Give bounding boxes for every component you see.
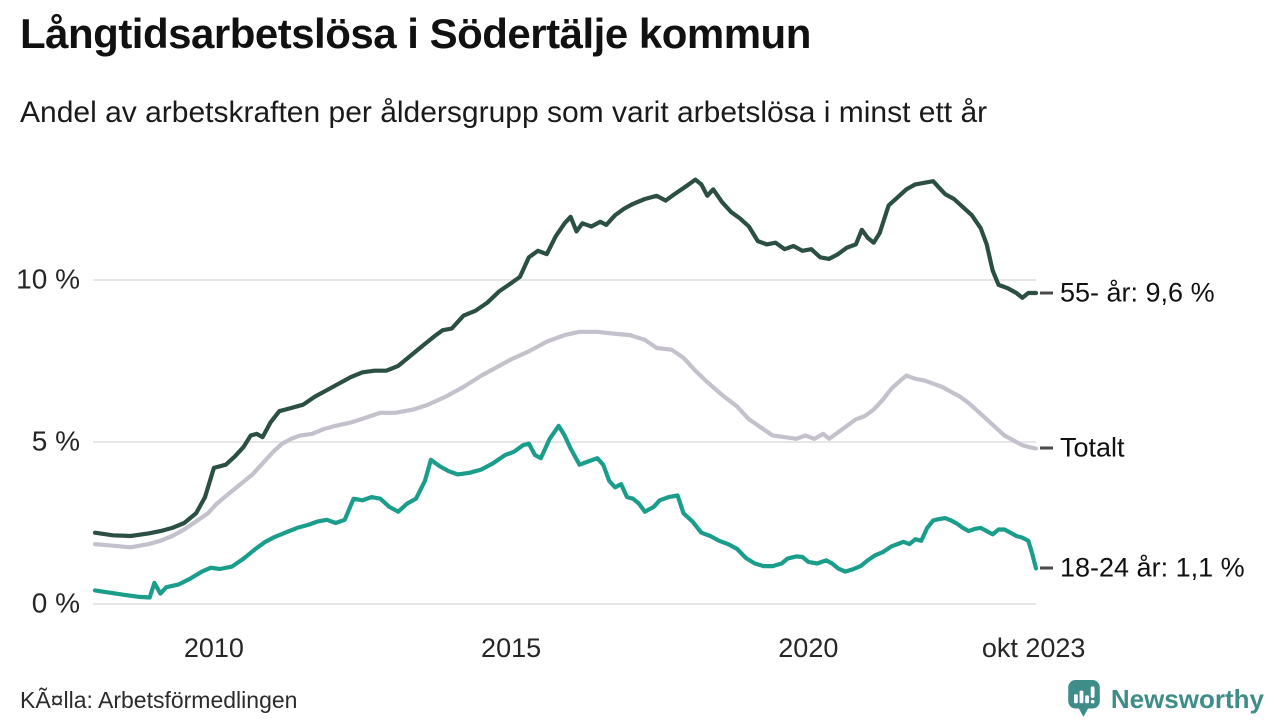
x-tick-label: 2015 <box>481 633 542 663</box>
newsworthy-logo: Newsworthy <box>1065 679 1264 719</box>
series-label-55-r: 55- år: 9,6 % <box>1040 277 1215 308</box>
series-line-totalt <box>92 329 1039 550</box>
x-tick-label: 2010 <box>183 633 244 663</box>
series-line-55-r <box>92 177 1039 539</box>
series-label-text: Totalt <box>1060 432 1125 463</box>
source-note: KÃ¤lla: Arbetsförmedlingen <box>20 687 298 713</box>
series-label-text: 55- år: 9,6 % <box>1060 277 1215 308</box>
label-tick-dash <box>1040 566 1053 570</box>
y-tick-label: 10 % <box>16 263 80 295</box>
series-label-totalt: Totalt <box>1040 433 1125 464</box>
x-tick-label: okt 2023 <box>981 633 1086 663</box>
x-tick-label: 2020 <box>778 633 839 663</box>
series-line-18-24-r <box>92 423 1039 600</box>
brand-name: Newsworthy <box>1110 683 1264 714</box>
page-title: Långtidsarbetslösa i Södertälje kommun <box>20 10 811 57</box>
series-label-18-24-r: 18-24 år: 1,1 % <box>1040 553 1245 584</box>
chart-subtitle: Andel av arbetskraften per åldersgrupp s… <box>20 96 988 129</box>
newsworthy-icon <box>1068 680 1100 717</box>
series-label-text: 18-24 år: 1,1 % <box>1060 552 1245 583</box>
y-tick-label: 0 % <box>31 587 80 619</box>
y-tick-label: 5 % <box>31 425 80 457</box>
label-tick-dash <box>1040 446 1053 450</box>
label-tick-dash <box>1040 291 1053 295</box>
